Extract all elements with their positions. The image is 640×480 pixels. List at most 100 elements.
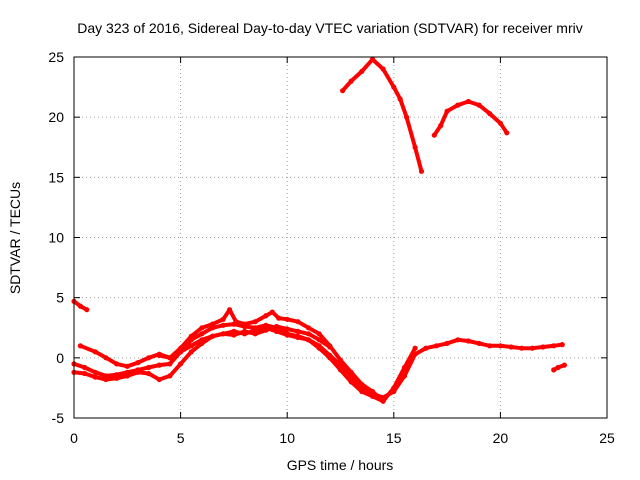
axis-ticks [73,56,608,419]
data-point [404,114,410,120]
data-point [84,307,90,313]
data-point [242,328,248,334]
data-point [92,374,98,380]
data-point [114,375,120,381]
data-point [455,102,461,108]
data-point [263,327,269,333]
data-point [220,331,226,337]
data-point [340,88,346,94]
data-point [401,364,408,371]
data-point [497,120,503,126]
data-point [327,355,333,361]
data-point [103,376,109,383]
data-point [263,313,269,319]
data-point [555,364,561,371]
data-point [146,370,152,377]
data-point [465,98,471,105]
x-tick-label: 0 [70,430,78,446]
data-point [188,333,194,339]
x-tick-label: 5 [177,430,185,446]
data-point [92,369,98,375]
series-trace-c [78,307,418,404]
data-point [359,388,365,395]
y-tick-label: 10 [48,230,64,246]
data-point [156,376,162,383]
data-point [273,323,280,330]
series-trace-g [432,99,509,138]
data-point [540,344,546,350]
data-point [156,362,162,368]
data-point [269,309,275,315]
data-point [295,334,301,340]
y-tick-labels: -5 0 5 10 15 20 25 [48,49,64,426]
data-point [401,373,408,379]
data-point [359,381,365,387]
data-point [295,319,301,325]
data-point [252,319,258,325]
x-tick-label: 10 [279,430,295,446]
data-point [391,84,397,90]
data-point [465,338,471,344]
data-point [316,331,322,337]
data-point [476,340,482,346]
data-point [178,349,184,355]
data-point [497,343,503,349]
data-point [135,360,141,366]
data-point [220,322,226,328]
data-point [348,369,354,375]
data-point [167,373,173,379]
data-point [348,379,354,385]
data-point [227,307,233,313]
data-point [167,361,173,367]
data-point [508,344,514,350]
data-point [412,345,418,351]
data-point [444,108,450,114]
y-tick-label: 5 [56,290,64,306]
data-point [487,343,493,349]
data-point [337,367,344,373]
data-point [412,144,418,150]
data-point [210,333,216,339]
data-point [135,369,141,375]
data-point [276,315,282,321]
data-point [188,343,194,349]
data-point [273,328,280,334]
data-point [504,130,510,136]
data-point [167,355,173,361]
y-tick-label: 0 [56,350,64,366]
x-tick-labels: 0 5 10 15 20 25 [70,430,615,446]
data-point [369,388,376,395]
data-point [188,349,194,355]
data-point [431,132,437,138]
data-point [199,331,205,337]
data-point [433,343,439,349]
data-point [295,328,301,334]
data-point [284,316,290,322]
chart-title: Day 323 of 2016, Sidereal Day-to-day VTE… [77,20,582,36]
data-point [178,361,184,367]
data-point [220,316,226,322]
data-point [305,325,312,331]
data-point [252,331,258,337]
y-tick-label: 25 [48,49,64,65]
data-point [92,349,98,355]
data-point [380,66,386,72]
data-point [561,362,568,368]
data-point [156,352,162,358]
data-point [114,361,120,367]
data-point [551,367,557,373]
x-tick-label: 25 [599,430,615,446]
data-point [316,345,322,351]
data-point [359,68,365,74]
data-point [82,364,88,371]
y-tick-label: 15 [48,169,64,185]
data-point [418,168,425,174]
data-point [397,96,403,102]
data-point [380,398,386,404]
data-point [444,340,450,346]
data-point [337,357,344,363]
data-point [476,102,482,108]
data-series [71,56,568,404]
y-tick-label: 20 [48,109,64,125]
